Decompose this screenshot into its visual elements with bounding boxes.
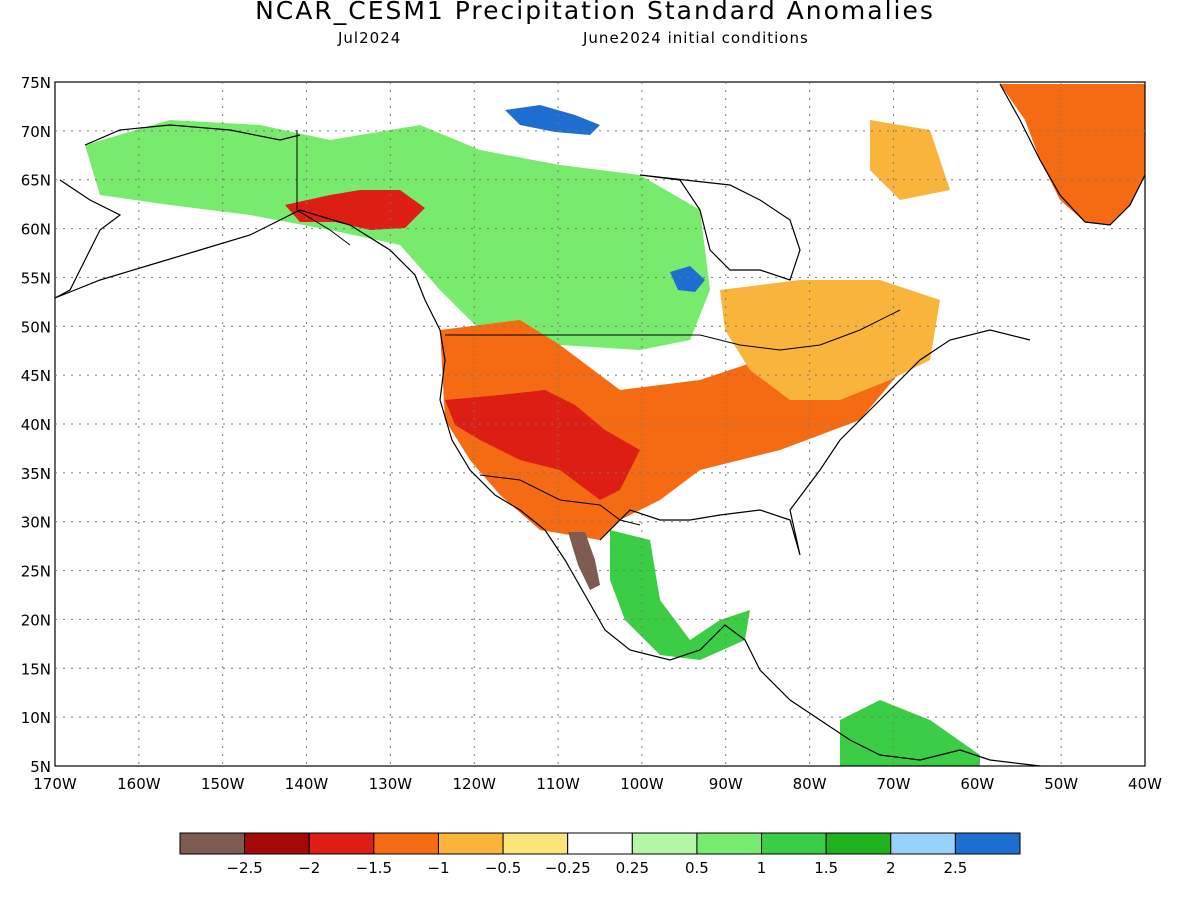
colorbar-swatch (761, 832, 827, 855)
colorbar-swatch (502, 832, 569, 855)
lat-tick-label: 30N (21, 514, 51, 532)
colorbar-swatch (437, 832, 504, 855)
lat-tick-label: 55N (21, 269, 51, 287)
lon-tick-label: 60W (960, 775, 994, 793)
colorbar-swatch (308, 832, 375, 855)
lat-tick-label: 65N (21, 172, 51, 190)
graticule (55, 82, 1145, 766)
coastline-greenland (999, 83, 1146, 226)
lat-tick-label: 75N (21, 74, 51, 92)
lat-tick-label: 70N (21, 123, 51, 141)
lon-tick-label: 90W (709, 775, 743, 793)
colorbar-swatch (696, 832, 763, 855)
colorbar-swatch (890, 832, 956, 855)
lon-tick-label: 120W (452, 775, 496, 793)
lon-tick-label: 140W (285, 775, 329, 793)
lon-tick-label: 70W (877, 775, 911, 793)
colorbar: −2.5 −2 −1.5 −1 −0.5 −0.25 0.25 0.5 1 1.5 2 2.5 (179, 832, 1021, 877)
lat-tick-label: 35N (21, 465, 51, 483)
lon-tick-label: 80W (793, 775, 827, 793)
colorbar-label: 1.5 (814, 859, 838, 877)
colorbar-label: 0.5 (685, 859, 709, 877)
colorbar-label: −2.5 (226, 859, 262, 877)
colorbar-label: −0.25 (545, 859, 591, 877)
lat-tick-label: 40N (21, 416, 51, 434)
colorbar-label: −1 (427, 859, 449, 877)
colorbar-swatch (954, 832, 1021, 855)
colorbar-label: 0.25 (616, 859, 649, 877)
colorbar-swatch (244, 832, 310, 855)
lon-tick-label: 130W (369, 775, 413, 793)
coastlines (54, 83, 1146, 767)
anomaly-shading (85, 84, 1145, 766)
anomaly-region-canada-west-wet (85, 120, 710, 350)
colorbar-swatch (373, 832, 439, 855)
alaska-canada-border (296, 130, 351, 246)
latitude-axis: 5N 10N 15N 20N 25N 30N 35N 40N 45N 50N 55N 60N 65N 70… (21, 74, 51, 776)
lat-tick-label: 15N (21, 660, 51, 678)
lat-tick-label: 10N (21, 709, 51, 727)
colorbar-swatch (567, 832, 633, 855)
lat-tick-label: 20N (21, 611, 51, 629)
coastline-alaska (54, 124, 301, 299)
lon-tick-label: 150W (201, 775, 245, 793)
lon-tick-label: 50W (1044, 775, 1078, 793)
longitude-axis: 170W 160W 150W 140W 130W 120W 110W 100W 90W 80W 70… (33, 775, 1162, 793)
anomaly-region-quebec-dry (720, 120, 950, 400)
lon-tick-label: 40W (1128, 775, 1162, 793)
colorbar-label: −1.5 (356, 859, 392, 877)
colorbar-label: 2 (886, 859, 896, 877)
colorbar-label: 2.5 (943, 859, 967, 877)
map-title: NCAR_CESM1 Precipitation Standard Anomal… (255, 0, 935, 25)
lon-tick-label: 170W (33, 775, 77, 793)
colorbar-label: 1 (757, 859, 767, 877)
colorbar-swatch (631, 832, 698, 855)
lon-tick-label: 110W (536, 775, 580, 793)
lat-tick-label: 45N (21, 367, 51, 385)
colorbar-swatch (825, 832, 892, 855)
lon-tick-label: 160W (117, 775, 161, 793)
init-conditions-label: June2024 initial conditions (583, 29, 809, 47)
lat-tick-label: 50N (21, 318, 51, 336)
colorbar-label: −2 (298, 859, 320, 877)
political-boundaries (296, 130, 901, 526)
lat-tick-label: 60N (21, 221, 51, 239)
anomaly-region-hudson-bay-wet (505, 105, 705, 292)
valid-month-label: Jul2024 (338, 29, 402, 47)
us-mexico-border (479, 474, 641, 526)
us-canada-border (445, 309, 901, 351)
colorbar-swatch (179, 832, 246, 855)
anomaly-region-mexico-extreme-dry (568, 532, 600, 590)
lon-tick-label: 100W (620, 775, 664, 793)
anomaly-region-central-america-wet (610, 530, 980, 766)
lat-tick-label: 25N (21, 563, 51, 581)
coastline-north-america (54, 209, 1041, 767)
lat-tick-label: 5N (30, 758, 51, 776)
coastline-gulf (599, 329, 1031, 556)
coastline-hudson-bay (639, 174, 801, 281)
anomaly-region-greenland-east-dry (1000, 84, 1145, 225)
colorbar-label: −0.5 (485, 859, 521, 877)
